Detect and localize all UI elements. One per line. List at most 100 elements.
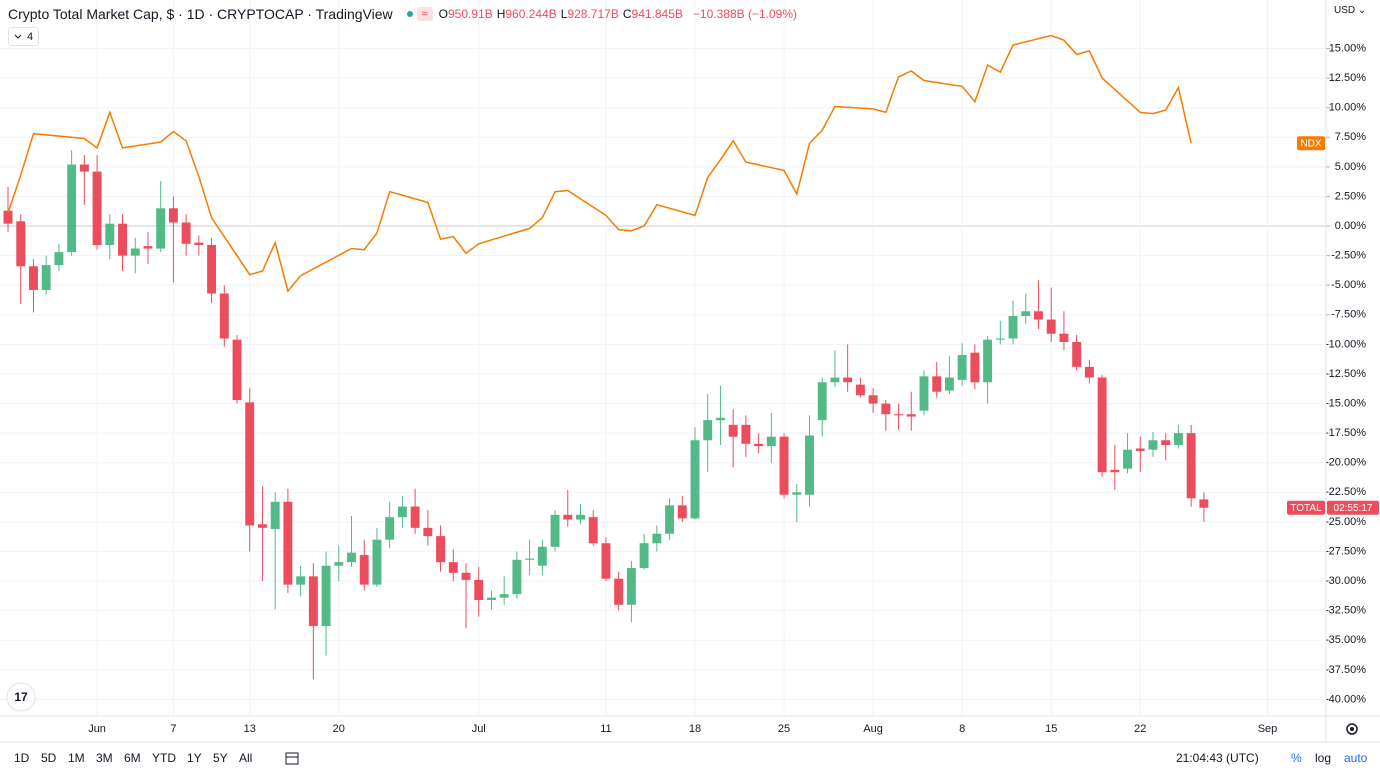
candle-body <box>932 376 942 392</box>
candle-body <box>130 248 140 256</box>
candle-body <box>1097 377 1107 473</box>
y-tick-label: 2.50% <box>1335 190 1366 202</box>
candle-body <box>766 436 776 447</box>
candle-body <box>54 252 64 266</box>
candle-body <box>67 164 77 253</box>
candle-body <box>1046 319 1056 334</box>
y-tick-label: -17.50% <box>1325 427 1366 439</box>
status-icons: ≈ <box>406 7 433 21</box>
candle-body <box>843 377 853 383</box>
settings-button[interactable] <box>1346 723 1358 735</box>
range-button[interactable]: 5Y <box>213 751 228 765</box>
range-button[interactable]: 1M <box>68 751 85 765</box>
ohlc-key: H <box>496 7 506 21</box>
currency: USD <box>1334 5 1356 16</box>
candle-body <box>805 435 814 495</box>
candle-body <box>830 377 840 383</box>
percent-toggle[interactable]: % <box>1291 751 1302 765</box>
candle-body <box>906 414 916 417</box>
candle-body <box>143 246 153 249</box>
candle-body <box>576 514 585 520</box>
y-tick-label: -10.00% <box>1325 338 1366 350</box>
currency-selector[interactable]: USD ⌄ <box>1334 5 1367 16</box>
candle-body <box>1161 440 1171 445</box>
y-tick-label: -5.00% <box>1331 279 1366 291</box>
x-tick-label: 11 <box>600 723 611 735</box>
candle-body <box>881 403 891 415</box>
range-button[interactable]: YTD <box>152 751 176 765</box>
y-tick-label: 12.50% <box>1329 72 1367 84</box>
candle-body <box>779 436 789 495</box>
candle-body <box>1135 448 1145 451</box>
candle-body <box>1110 469 1120 473</box>
candle-body <box>690 440 700 519</box>
legend-header: Crypto Total Market Cap, $ · 1D · CRYPTO… <box>8 6 797 22</box>
candle-body <box>257 524 267 528</box>
candle-body <box>754 443 764 447</box>
candle-body <box>995 338 1005 340</box>
candle-body <box>944 377 954 391</box>
ohlc-value: 950.91B <box>447 7 493 21</box>
candle-body <box>1072 342 1082 367</box>
candle-body <box>436 536 446 563</box>
candle-body <box>270 501 280 530</box>
y-tick-label: -27.50% <box>1325 545 1366 557</box>
indicator-count: 4 <box>27 30 34 43</box>
candle-body <box>665 505 675 534</box>
x-tick-label: 15 <box>1045 723 1057 735</box>
candle-body <box>512 559 522 595</box>
y-tick-label: -30.00% <box>1325 575 1366 587</box>
candle-body <box>983 339 993 383</box>
ohlc-value: 928.717B <box>567 7 619 21</box>
candle-body <box>1034 311 1043 320</box>
range-button[interactable]: 5D <box>41 751 57 765</box>
x-tick-label: Sep <box>1258 723 1278 735</box>
candle-body <box>334 562 344 566</box>
candle-body <box>1199 499 1209 508</box>
candle-body <box>639 543 649 569</box>
auto-toggle[interactable]: auto <box>1344 751 1368 765</box>
symbol-title: Crypto Total Market Cap, $ · 1D · CRYPTO… <box>8 6 393 22</box>
y-tick-label: 10.00% <box>1329 102 1367 114</box>
candle-body <box>1021 311 1031 316</box>
candle-body <box>397 506 407 518</box>
goto-date-button[interactable] <box>285 752 299 765</box>
candle-body <box>563 514 573 520</box>
candle-body <box>372 539 382 585</box>
candle-body <box>105 223 115 245</box>
ohlc-key: L <box>560 7 568 21</box>
x-tick-label: 13 <box>244 723 256 735</box>
candle-body <box>41 265 51 290</box>
candle-body <box>1148 440 1158 450</box>
range-button[interactable]: 6M <box>124 751 141 765</box>
candle-body <box>677 505 687 519</box>
candle-body <box>29 266 38 290</box>
range-button[interactable]: 1D <box>14 751 30 765</box>
candle-body <box>156 208 166 249</box>
x-tick-label: 18 <box>689 723 701 735</box>
ohlc-key: C <box>622 7 632 21</box>
candle-body <box>703 420 713 441</box>
y-tick-label: -7.50% <box>1331 309 1366 321</box>
clock: 21:04:43 (UTC) <box>1176 751 1259 765</box>
candle-body <box>118 223 127 256</box>
candle-body <box>741 424 751 444</box>
candle-body <box>855 384 865 396</box>
range-button[interactable]: 1Y <box>187 751 202 765</box>
candle-body <box>499 594 509 598</box>
log-toggle[interactable]: log <box>1315 751 1332 765</box>
candle-body <box>168 208 178 223</box>
series-name-tag-label: NDX <box>1300 138 1321 149</box>
candle-body <box>1059 333 1069 343</box>
indicators-toggle[interactable]: 4 <box>8 27 40 46</box>
y-tick-label: -40.00% <box>1325 693 1366 705</box>
candle-body <box>3 210 13 224</box>
x-tick-label: Jun <box>88 723 106 735</box>
y-tick-label: 0.00% <box>1335 220 1366 232</box>
series-name-tag <box>1297 136 1325 151</box>
y-tick-label: -25.00% <box>1325 516 1366 528</box>
range-button[interactable]: All <box>239 751 253 765</box>
candle-body <box>79 164 89 172</box>
range-button[interactable]: 3M <box>96 751 113 765</box>
